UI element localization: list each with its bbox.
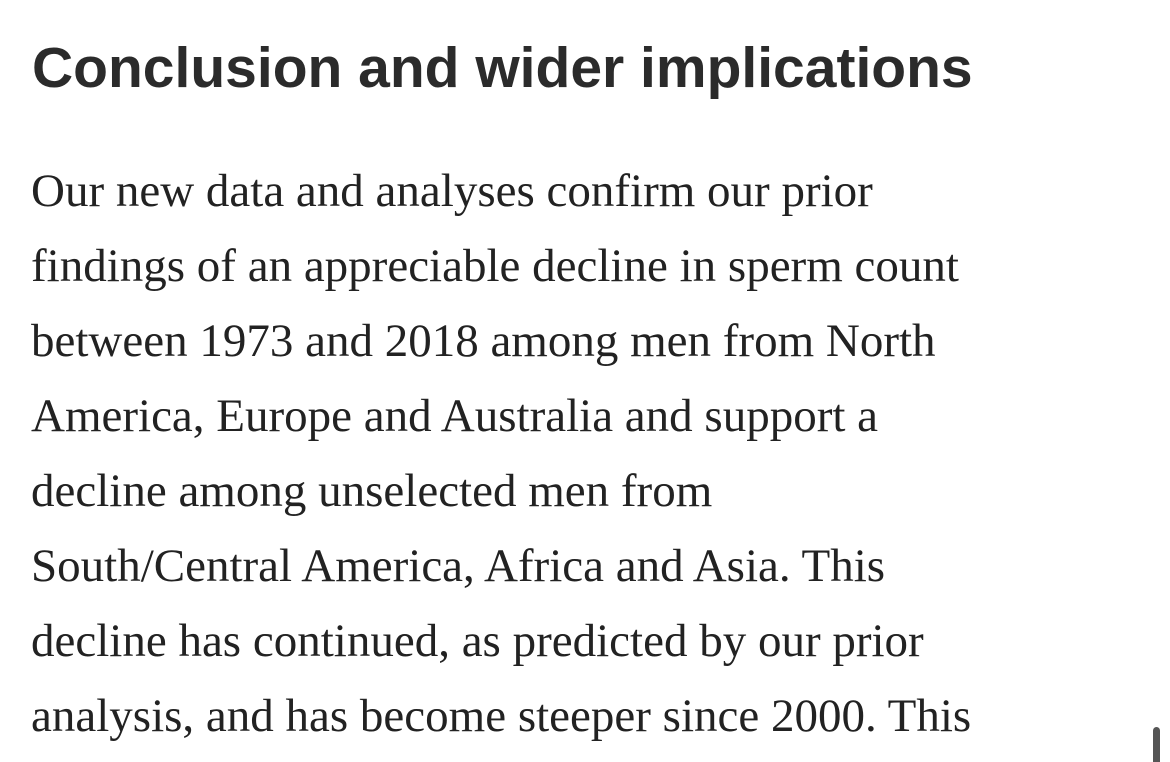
paragraph-line: decline among unselected men from [31,465,713,517]
paragraph: Our new data and analyses confirm our pr… [31,154,1161,754]
scrollbar[interactable] [1153,727,1160,762]
paragraph-line: analysis, and has become steeper since 2… [31,690,972,742]
paragraph-line: decline has continued, as predicted by o… [31,615,924,667]
paragraph-line: South/Central America, Africa and Asia. … [31,540,886,592]
paragraph-line: findings of an appreciable decline in sp… [31,240,959,292]
paragraph-line: Our new data and analyses confirm our pr… [31,165,873,217]
paragraph-line: America, Europe and Australia and suppor… [31,390,879,442]
paragraph-line: between 1973 and 2018 among men from Nor… [31,315,936,367]
heading: Conclusion and wider implications [32,36,973,100]
